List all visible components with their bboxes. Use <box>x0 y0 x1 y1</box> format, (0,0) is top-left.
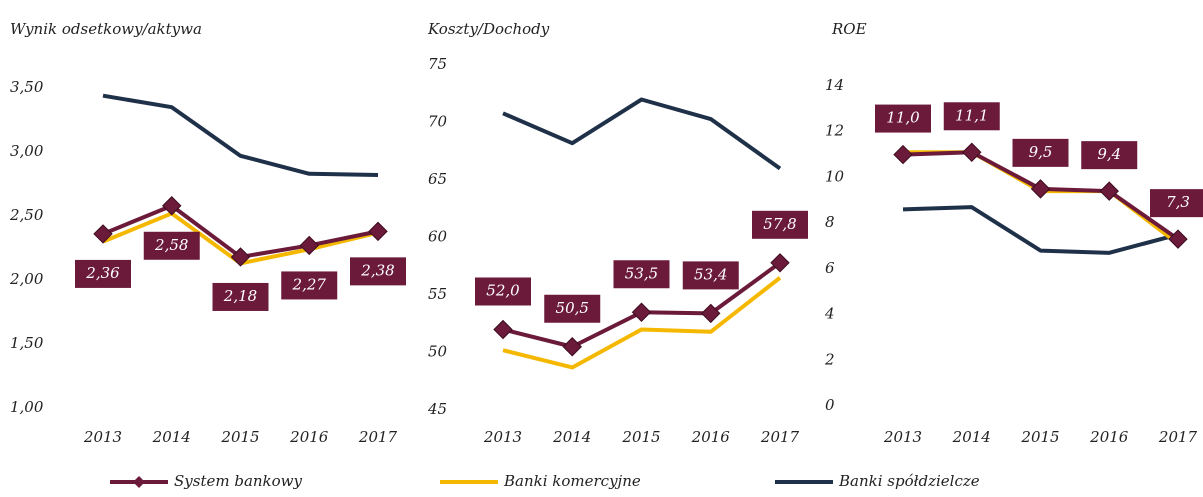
y-tick-label: 50 <box>428 343 448 361</box>
marker <box>493 319 513 340</box>
marker <box>299 235 319 256</box>
chart-title: ROE <box>831 20 867 38</box>
y-tick-label: 75 <box>428 55 447 73</box>
y-tick-label: 2,50 <box>9 206 44 224</box>
x-tick-label: 2013 <box>83 428 122 446</box>
marker <box>368 221 388 242</box>
y-tick-label: 1,50 <box>10 334 44 352</box>
legend-label: Banki spółdzielcze <box>838 472 980 490</box>
y-tick-label: 60 <box>428 228 448 246</box>
y-tick-label: 8 <box>825 213 835 231</box>
y-tick-label: 2,00 <box>9 270 44 288</box>
marker <box>1099 181 1119 201</box>
x-tick-label: 2016 <box>691 428 731 446</box>
y-tick-label: 2 <box>824 350 835 368</box>
data-label: 53,5 <box>625 264 658 282</box>
label-box <box>943 102 1000 131</box>
y-tick-label: 3,00 <box>10 142 44 160</box>
x-tick-label: 2016 <box>289 428 329 446</box>
y-tick-label: 45 <box>427 400 447 418</box>
x-tick-label: 2014 <box>152 428 191 446</box>
legend-label: Banki komercyjne <box>503 472 641 490</box>
legend-label: System bankowy <box>174 472 303 490</box>
data-label: 53,4 <box>694 265 727 283</box>
x-tick-label: 2013 <box>483 428 522 446</box>
x-tick-label: 2015 <box>1020 428 1059 446</box>
marker <box>893 144 913 165</box>
label-box <box>875 104 931 133</box>
data-label: 52,0 <box>486 282 520 300</box>
data-label: 11,1 <box>955 106 988 124</box>
y-tick-label: 12 <box>825 122 844 140</box>
y-tick-label: 10 <box>825 167 845 185</box>
data-label: 2,27 <box>292 275 327 293</box>
chart-title: Wynik odsetkowy/aktywa <box>10 20 202 38</box>
label-box <box>682 261 739 290</box>
label-box <box>212 282 269 311</box>
marker <box>962 142 982 162</box>
label-box <box>475 277 531 306</box>
x-tick-label: 2015 <box>621 428 660 446</box>
label-box <box>1081 141 1138 170</box>
data-label: 11,0 <box>886 109 920 127</box>
x-tick-label: 2017 <box>760 428 800 446</box>
y-tick-label: 4 <box>824 305 835 323</box>
data-label: 57,8 <box>763 215 796 233</box>
data-label: 2,36 <box>85 264 120 282</box>
marker <box>162 196 182 216</box>
marker <box>631 302 652 322</box>
y-tick-label: 55 <box>428 285 447 303</box>
label-box <box>350 257 406 286</box>
y-tick-label: 70 <box>428 113 448 131</box>
data-label: 9,4 <box>1097 145 1121 163</box>
chart-title: Koszty/Dochody <box>427 20 550 38</box>
y-tick-label: 65 <box>428 170 447 188</box>
marker <box>701 303 721 324</box>
data-label: 50,5 <box>556 299 589 317</box>
data-label: 7,3 <box>1166 193 1190 211</box>
data-label: 2,18 <box>223 287 257 305</box>
marker <box>93 224 113 244</box>
marker <box>1168 229 1188 249</box>
marker <box>562 337 582 357</box>
y-tick-label: 1,00 <box>10 398 44 416</box>
x-tick-label: 2014 <box>552 428 591 446</box>
label-box <box>613 260 670 289</box>
label-box <box>75 259 131 288</box>
label-box <box>752 210 808 239</box>
data-label: 2,58 <box>154 236 188 254</box>
x-tick-label: 2015 <box>220 428 259 446</box>
y-tick-label: 6 <box>825 259 835 277</box>
label-box <box>281 271 338 300</box>
series-line <box>902 205 1179 255</box>
series-line <box>502 276 782 370</box>
legend-marker <box>133 476 145 488</box>
x-tick-label: 2017 <box>1158 428 1198 446</box>
label-box <box>1012 138 1069 167</box>
x-tick-label: 2014 <box>952 428 991 446</box>
label-box <box>544 294 601 323</box>
label-box <box>1150 189 1203 218</box>
marker <box>230 247 251 267</box>
x-tick-label: 2017 <box>358 428 398 446</box>
y-tick-label: 14 <box>825 76 844 94</box>
y-tick-label: 0 <box>825 396 835 414</box>
series-line <box>102 93 379 178</box>
marker <box>770 253 790 273</box>
marker <box>1030 179 1051 199</box>
data-label: 2,38 <box>360 261 394 279</box>
x-tick-label: 2016 <box>1089 428 1129 446</box>
data-label: 9,5 <box>1029 143 1053 161</box>
label-box <box>143 231 200 260</box>
y-tick-label: 3,50 <box>10 78 44 96</box>
series-line <box>502 97 782 171</box>
x-tick-label: 2013 <box>883 428 922 446</box>
